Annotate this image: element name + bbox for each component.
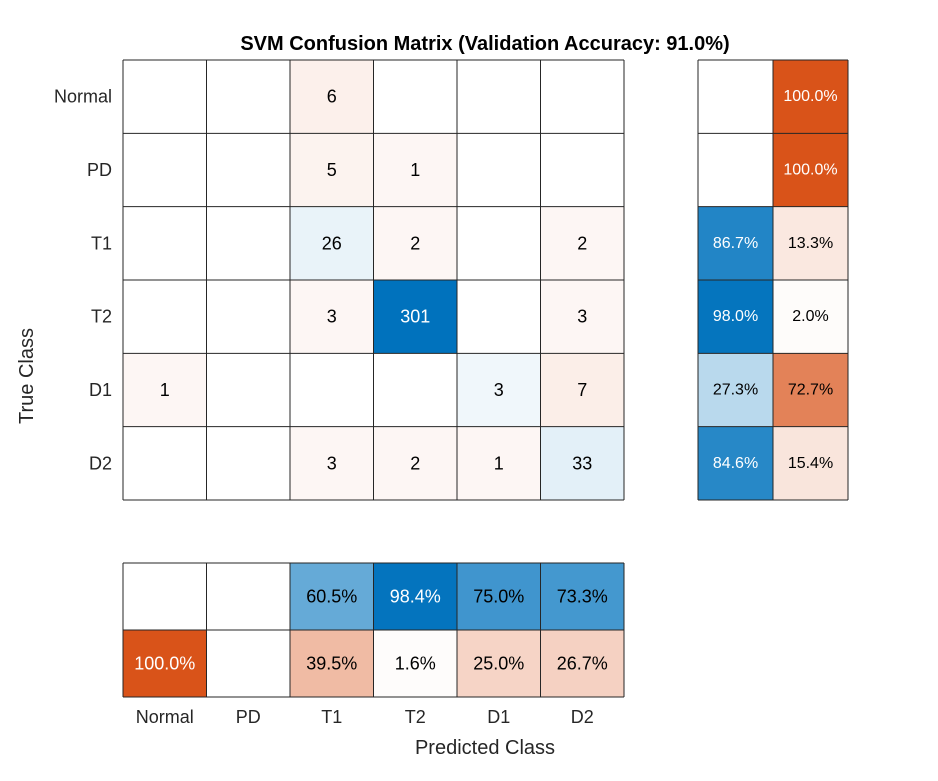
row-summary-incorrect-cell <box>773 279 848 354</box>
matrix-cell <box>373 133 457 207</box>
column-summary-incorrect-value: 25.0% <box>473 654 524 674</box>
x-tick-label: Normal <box>136 707 194 727</box>
y-tick-label: PD <box>87 160 112 180</box>
column-summary-correct-cell <box>373 563 457 630</box>
column-summary-correct-value: 98.4% <box>390 587 441 607</box>
row-summary-incorrect-cell <box>773 353 848 427</box>
row-summary-correct-value: 98.0% <box>713 308 758 325</box>
row-summary-incorrect-value: 13.3% <box>788 235 833 252</box>
row-summary-incorrect-value: 2.0% <box>792 308 828 325</box>
matrix-cell-value: 6 <box>327 87 337 107</box>
column-summary-incorrect-cell <box>373 630 457 697</box>
true-class-tick-labels: Normal PD T1 T2 D1 D2 <box>54 87 112 474</box>
column-summary-incorrect-value: 100.0% <box>134 654 195 674</box>
row-summary-correct-cell <box>698 206 773 280</box>
column-summary-panel: 100.0% 60.5% 39.5% 98.4% 1.6% 75.0% 25.0% 73.3%… <box>122 562 625 698</box>
column-summary-incorrect-value: 1.6% <box>395 654 436 674</box>
matrix-cell <box>457 426 541 500</box>
column-summary-incorrect-cell <box>540 630 624 697</box>
matrix-cell <box>290 60 374 134</box>
matrix-cell-value: 26 <box>322 233 342 253</box>
matrix-cell <box>373 279 457 354</box>
x-tick-label: D1 <box>487 707 510 727</box>
matrix-cell <box>290 426 374 500</box>
row-summary-correct-cell <box>698 353 773 427</box>
y-tick-label: D2 <box>89 453 112 473</box>
matrix-cell-value: 1 <box>410 160 420 180</box>
x-tick-label: D2 <box>571 707 594 727</box>
row-summary-incorrect-cell <box>773 206 848 280</box>
column-summary-correct-value: 75.0% <box>473 587 524 607</box>
matrix-cell-value: 33 <box>572 453 592 473</box>
column-summary-incorrect-cell <box>123 630 207 697</box>
column-summary-correct-cell <box>457 563 541 630</box>
column-summary-correct-cell <box>540 563 624 630</box>
column-summary-correct-value: 73.3% <box>557 587 608 607</box>
matrix-cell-value: 3 <box>327 307 337 327</box>
matrix-cell-value: 1 <box>160 380 170 400</box>
matrix-cell-value: 5 <box>327 160 337 180</box>
matrix-cell <box>540 206 624 280</box>
column-summary-incorrect-value: 39.5% <box>306 654 357 674</box>
matrix-cell <box>457 353 541 427</box>
y-tick-label: T2 <box>91 307 112 327</box>
matrix-cell <box>540 353 624 427</box>
row-summary-correct-value: 86.7% <box>713 235 758 252</box>
row-summary-correct-value: 27.3% <box>713 381 758 398</box>
matrix-cell <box>290 279 374 354</box>
matrix-cell <box>373 206 457 280</box>
row-summary-panel: 100.0% 100.0% 86.7% 13.3% 98.0% 2.0% 27.3% 72.7… <box>697 59 849 501</box>
column-summary-incorrect-value: 26.7% <box>557 654 608 674</box>
row-summary-incorrect-value: 100.0% <box>783 161 837 178</box>
matrix-cell <box>290 133 374 207</box>
matrix-cell <box>373 426 457 500</box>
row-summary-incorrect-cell <box>773 60 848 134</box>
row-summary-incorrect-value: 15.4% <box>788 455 833 472</box>
matrix-cell <box>540 426 624 500</box>
y-tick-label: T1 <box>91 233 112 253</box>
column-summary-incorrect-cell <box>457 630 541 697</box>
column-summary-correct-value: 60.5% <box>306 587 357 607</box>
x-tick-label: T2 <box>405 707 426 727</box>
matrix-cell-value: 3 <box>577 307 587 327</box>
row-summary-correct-cell <box>698 279 773 354</box>
confusion-matrix-main: 6 5 1 26 2 2 3 301 3 1 3 7 3 2 1 33 <box>122 59 625 501</box>
x-axis-label: Predicted Class <box>415 737 555 759</box>
matrix-cell <box>290 206 374 280</box>
row-summary-correct-value: 84.6% <box>713 455 758 472</box>
y-tick-label: Normal <box>54 87 112 107</box>
matrix-cell-value: 1 <box>494 453 504 473</box>
x-tick-label: T1 <box>321 707 342 727</box>
matrix-cell-value: 2 <box>577 233 587 253</box>
row-summary-incorrect-value: 72.7% <box>788 381 833 398</box>
chart-title: SVM Confusion Matrix (Validation Accurac… <box>240 33 729 55</box>
row-summary-incorrect-value: 100.0% <box>783 88 837 105</box>
matrix-cell <box>123 353 207 427</box>
matrix-cell-value: 301 <box>400 307 430 327</box>
row-summary-incorrect-cell <box>773 133 848 207</box>
matrix-cell-value: 3 <box>327 453 337 473</box>
matrix-cell-value: 2 <box>410 453 420 473</box>
x-tick-label: PD <box>236 707 261 727</box>
matrix-cell <box>540 279 624 354</box>
column-summary-incorrect-cell <box>290 630 374 697</box>
predicted-class-tick-labels: Normal PD T1 T2 D1 D2 <box>136 707 594 727</box>
y-axis-label: True Class <box>16 328 38 424</box>
column-summary-correct-cell <box>290 563 374 630</box>
row-summary-incorrect-cell <box>773 426 848 500</box>
matrix-cell-value: 3 <box>494 380 504 400</box>
matrix-cell-value: 7 <box>577 380 587 400</box>
row-summary-correct-cell <box>698 426 773 500</box>
y-tick-label: D1 <box>89 380 112 400</box>
matrix-cell-value: 2 <box>410 233 420 253</box>
